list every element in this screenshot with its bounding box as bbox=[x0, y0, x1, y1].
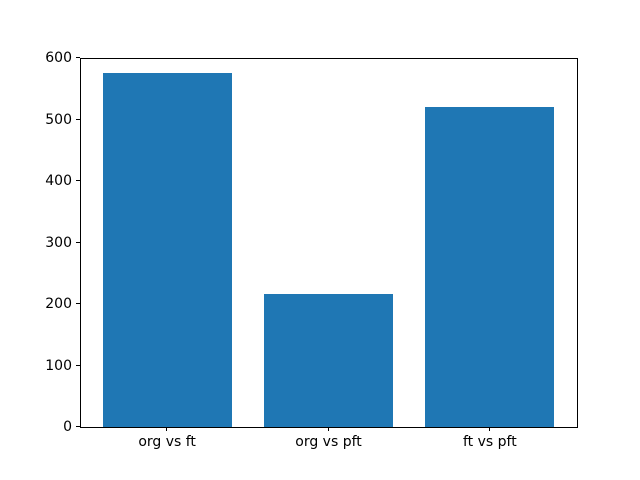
y-tick-mark bbox=[76, 426, 80, 427]
y-tick-label: 200 bbox=[45, 296, 72, 312]
y-tick-mark bbox=[76, 242, 80, 243]
y-tick-mark bbox=[76, 119, 80, 120]
x-tick-label: org vs pft bbox=[295, 434, 362, 450]
y-tick-mark bbox=[76, 303, 80, 304]
bar-ft-vs-pft bbox=[425, 107, 555, 427]
y-tick-label: 600 bbox=[45, 50, 72, 66]
y-tick-label: 300 bbox=[45, 235, 72, 251]
x-tick-mark bbox=[489, 427, 490, 431]
y-tick-label: 0 bbox=[63, 419, 72, 435]
x-tick-mark bbox=[166, 427, 167, 431]
y-tick-mark bbox=[76, 57, 80, 58]
y-tick-label: 500 bbox=[45, 112, 72, 128]
x-tick-label: org vs ft bbox=[138, 434, 196, 450]
y-tick-label: 400 bbox=[45, 173, 72, 189]
y-tick-mark bbox=[76, 365, 80, 366]
x-tick-mark bbox=[328, 427, 329, 431]
x-tick-label: ft vs pft bbox=[463, 434, 517, 450]
bar-org-vs-ft bbox=[102, 73, 232, 427]
y-tick-mark bbox=[76, 180, 80, 181]
y-tick-label: 100 bbox=[45, 358, 72, 374]
bar-org-vs-pft bbox=[263, 294, 394, 427]
